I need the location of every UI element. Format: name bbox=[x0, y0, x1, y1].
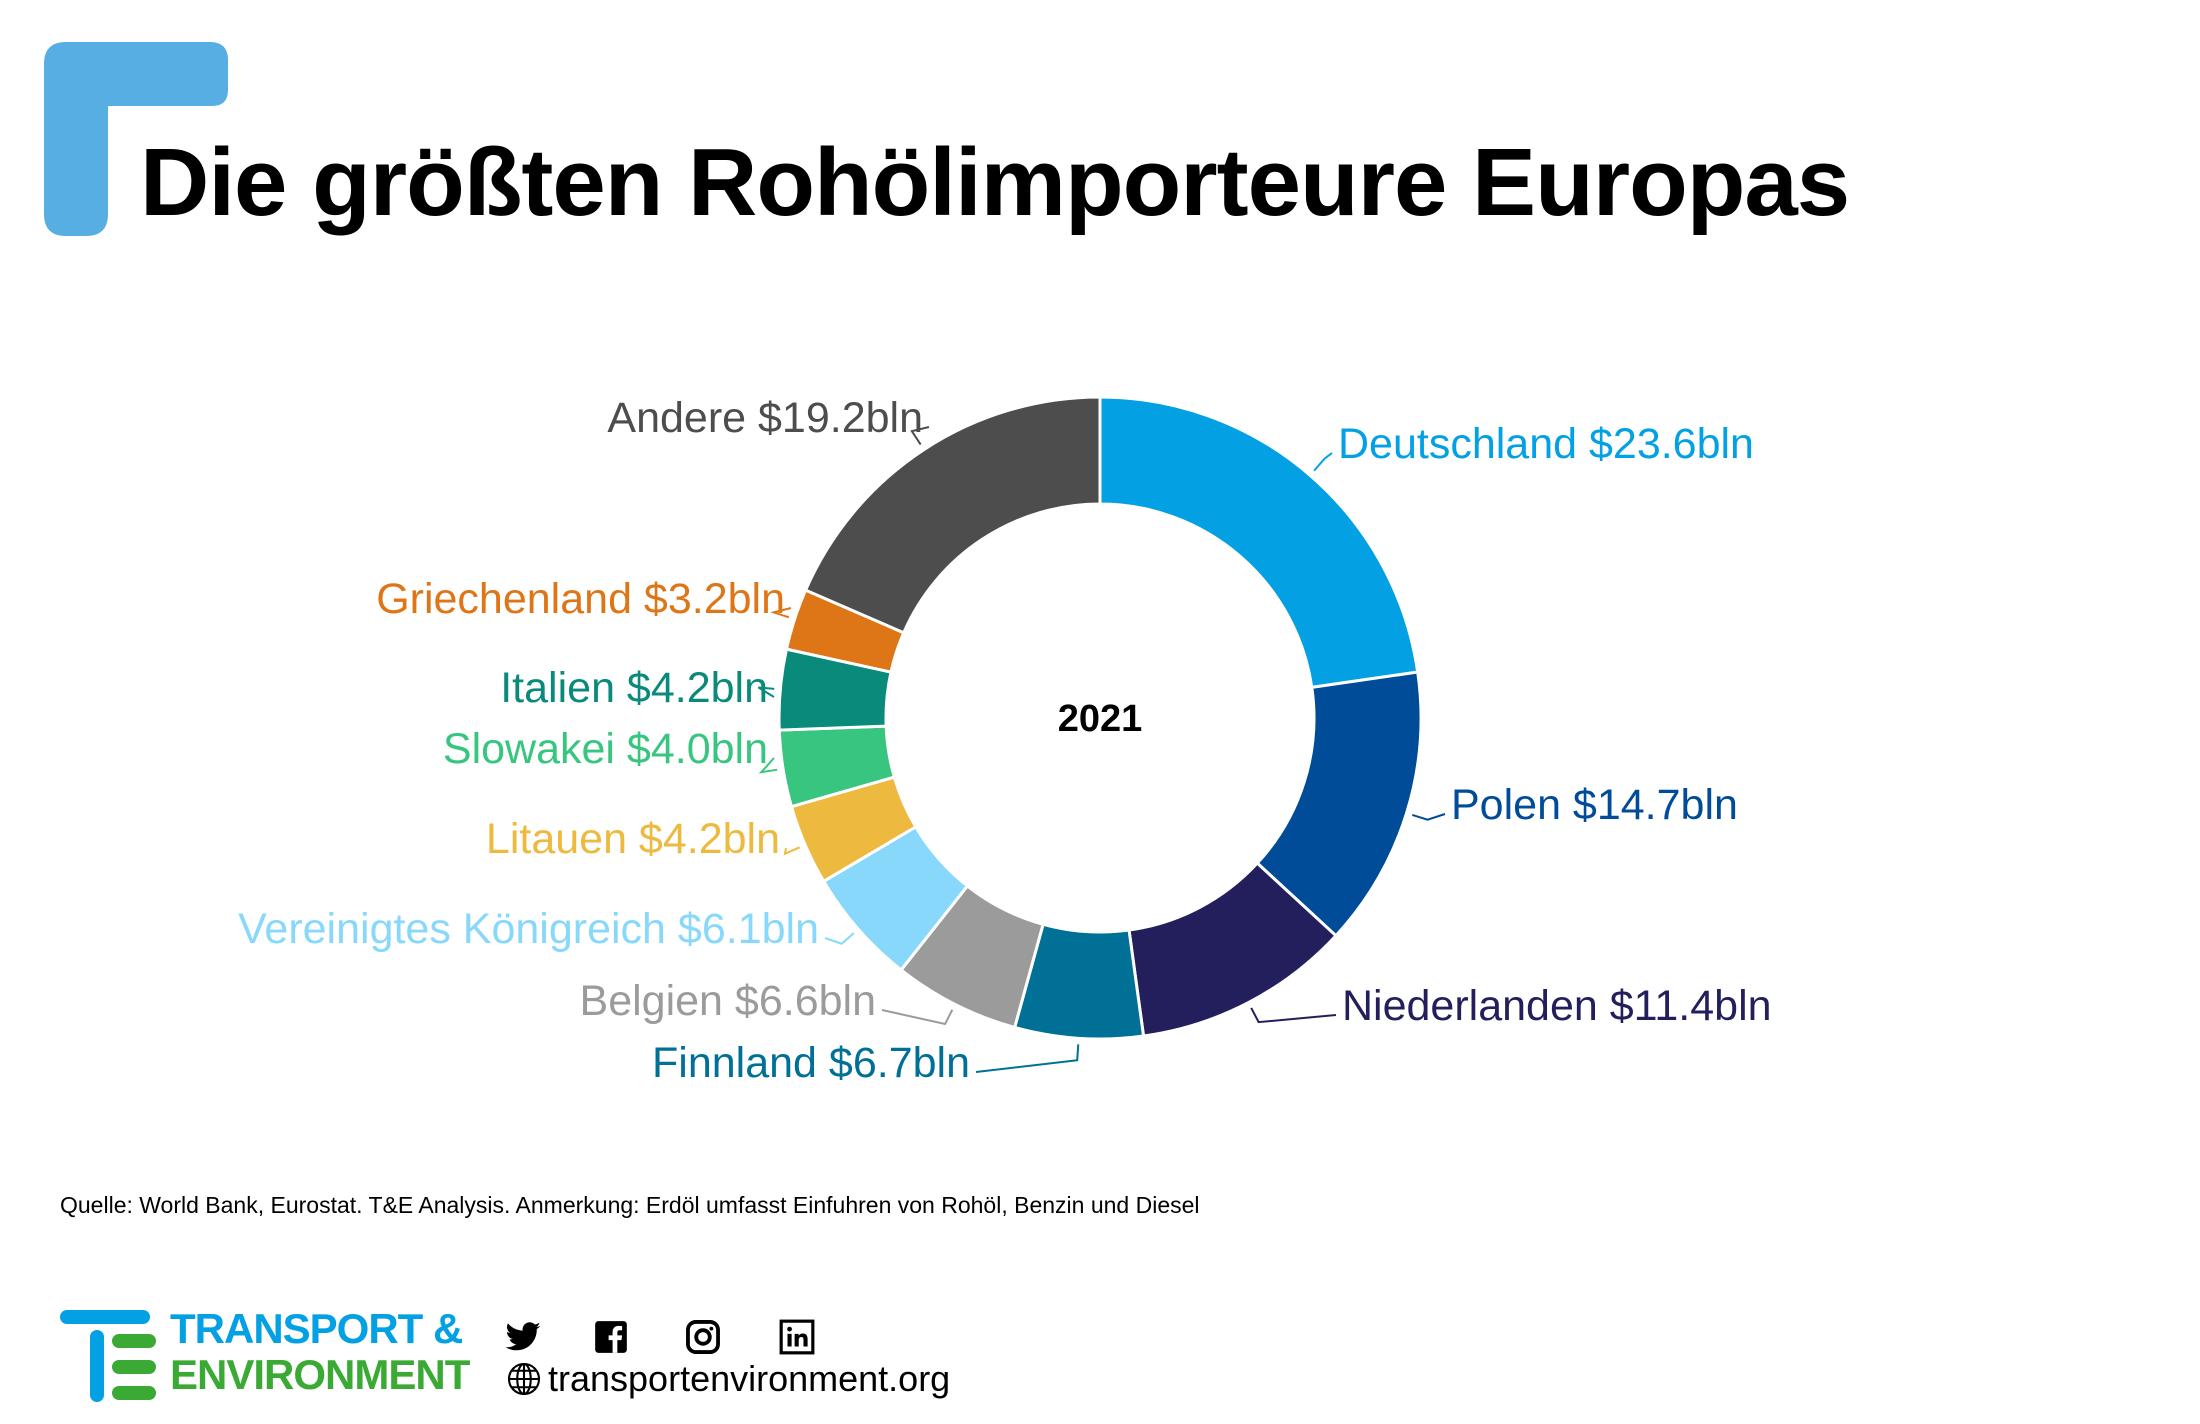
website-link[interactable]: transportenvironment.org bbox=[506, 1358, 950, 1400]
twitter-icon[interactable] bbox=[504, 1318, 542, 1356]
globe-icon bbox=[507, 1362, 541, 1396]
linkedin-icon[interactable] bbox=[778, 1318, 816, 1356]
leader-line bbox=[757, 686, 775, 698]
data-label: Litauen $4.2bln bbox=[485, 815, 780, 863]
leader-line bbox=[770, 607, 792, 619]
website-url: transportenvironment.org bbox=[548, 1358, 951, 1399]
data-label: Slowakei $4.0bln bbox=[442, 725, 768, 773]
data-label: Griechenland $3.2bln bbox=[376, 575, 785, 623]
corner-accent bbox=[44, 42, 228, 236]
source-note: Quelle: World Bank, Eurostat. T&E Analys… bbox=[60, 1192, 1200, 1218]
data-label: Deutschland $23.6bln bbox=[1338, 420, 1754, 468]
leader-line bbox=[910, 426, 930, 446]
leader-line bbox=[1250, 1007, 1337, 1024]
leader-line bbox=[975, 1044, 1080, 1073]
leader-line bbox=[1412, 813, 1446, 821]
data-label: Belgien $6.6bln bbox=[579, 977, 876, 1025]
donut-slice-andere bbox=[803, 395, 1102, 635]
instagram-icon[interactable] bbox=[684, 1318, 722, 1356]
data-label: Niederlanden $11.4bln bbox=[1342, 982, 1772, 1030]
logo-line-2: ENVIRONMENT bbox=[170, 1351, 470, 1398]
logo-line-1: TRANSPORT & bbox=[170, 1305, 463, 1352]
data-label: Polen $14.7bln bbox=[1451, 781, 1738, 829]
leader-line bbox=[824, 932, 855, 945]
leader-line bbox=[1313, 452, 1333, 472]
data-label: Vereinigtes Königreich $6.1bln bbox=[238, 905, 819, 953]
donut-slice-deutschland bbox=[1098, 395, 1420, 690]
data-label: Finnland $6.7bln bbox=[652, 1039, 970, 1087]
te-logo-icon bbox=[60, 1310, 156, 1402]
page-title: Die größten Rohölimporteure Europas bbox=[140, 129, 1850, 236]
data-label: Andere $19.2bln bbox=[607, 394, 923, 442]
leader-line bbox=[783, 846, 801, 856]
center-year-label: 2021 bbox=[1058, 698, 1143, 740]
data-label: Italien $4.2bln bbox=[500, 664, 768, 712]
leader-line bbox=[758, 757, 778, 774]
facebook-icon[interactable] bbox=[592, 1318, 630, 1356]
leader-line bbox=[881, 1009, 954, 1026]
te-logo-text: TRANSPORT & ENVIRONMENT bbox=[170, 1305, 470, 1398]
